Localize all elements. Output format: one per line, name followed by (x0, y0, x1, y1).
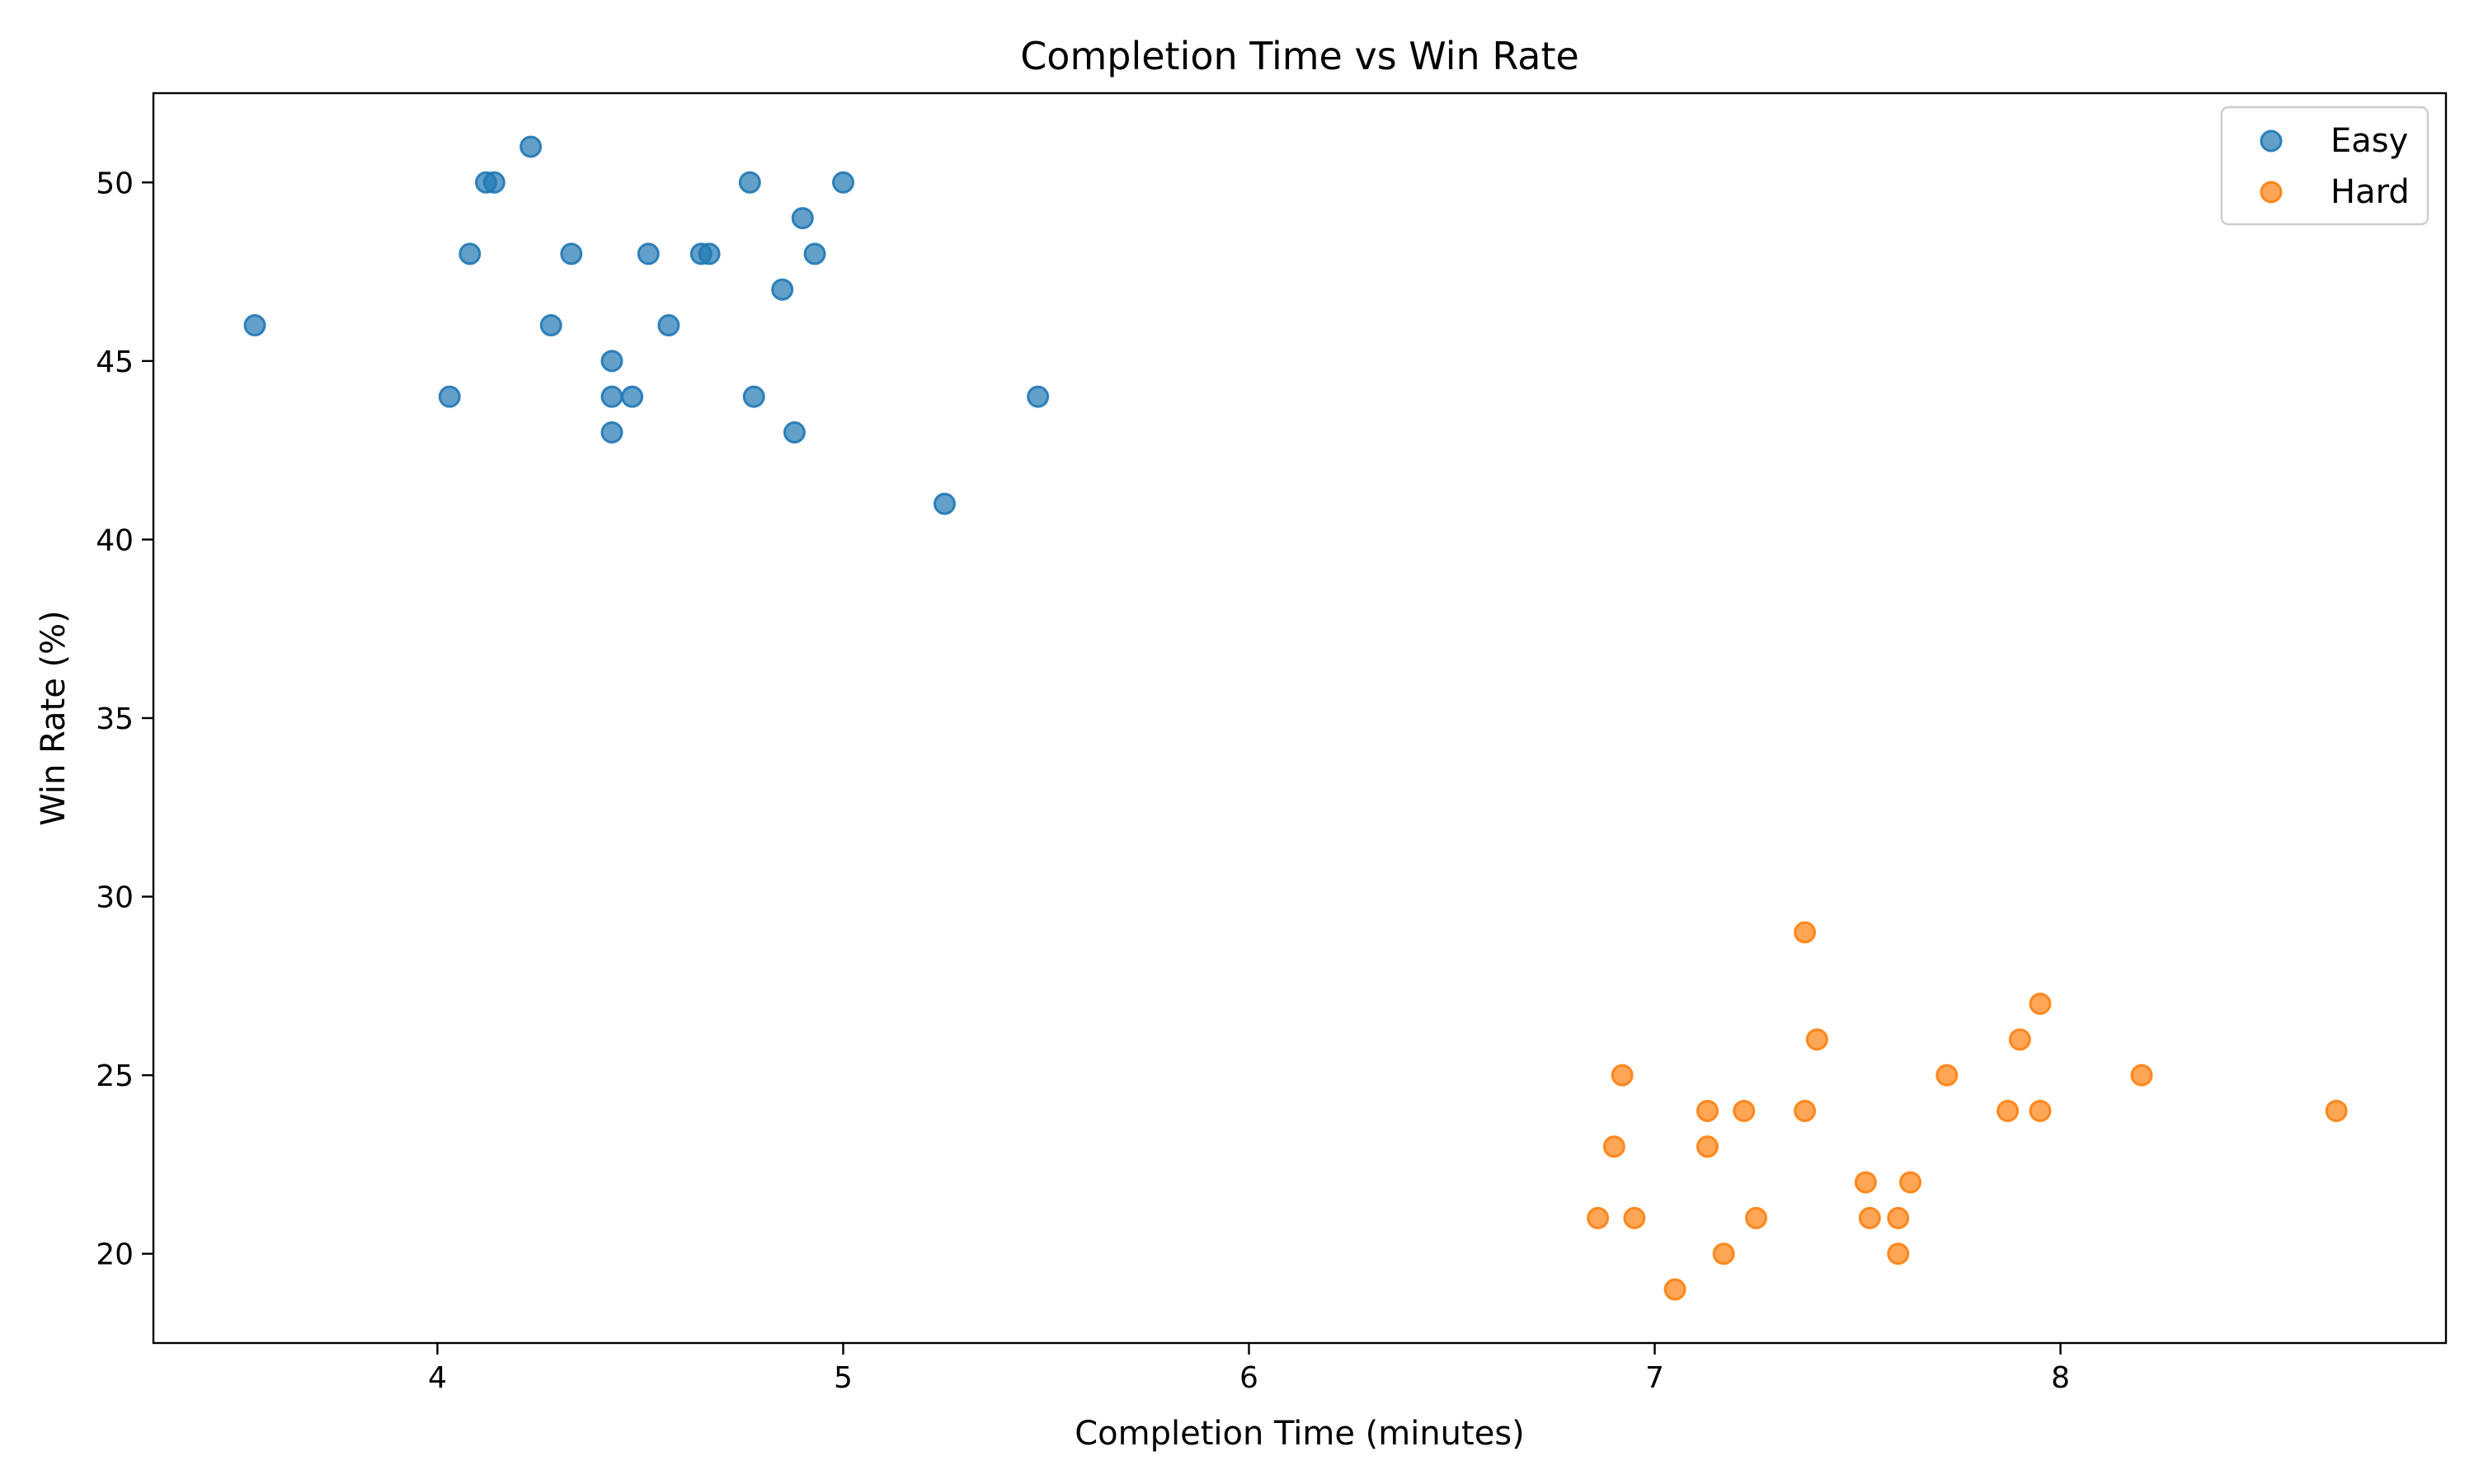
point-hard-10 (1794, 921, 1817, 944)
point-hard-19 (1997, 1099, 2020, 1122)
point-easy-8 (600, 350, 623, 373)
point-easy-10 (600, 420, 623, 444)
y-tick-label-25: 25 (96, 1059, 134, 1093)
point-easy-6 (539, 314, 562, 337)
point-hard-6 (1696, 1135, 1719, 1158)
series-easy (243, 135, 1050, 515)
point-easy-13 (657, 314, 680, 337)
point-hard-23 (2130, 1064, 2153, 1087)
point-easy-18 (771, 278, 794, 301)
y-axis-label: Win Rate (%) (35, 610, 73, 826)
y-axis-ticks: 20 25 30 35 40 45 50 (96, 167, 153, 1272)
point-hard-9 (1745, 1206, 1768, 1229)
point-easy-15 (698, 242, 721, 265)
point-hard-16 (1887, 1242, 1910, 1266)
y-tick-label-45: 45 (96, 345, 134, 379)
point-easy-7 (560, 242, 583, 265)
point-hard-17 (1899, 1171, 1922, 1194)
point-hard-14 (1858, 1206, 1881, 1229)
x-tick-label-8: 8 (2051, 1361, 2070, 1395)
x-tick-label-5: 5 (834, 1361, 853, 1395)
point-hard-2 (1611, 1064, 1634, 1087)
point-easy-22 (831, 171, 854, 194)
point-easy-17 (742, 385, 765, 408)
x-axis-ticks: 4 5 6 7 8 (428, 1343, 2070, 1395)
point-easy-19 (783, 420, 806, 444)
legend: Easy Hard (2220, 106, 2429, 226)
point-hard-22 (2029, 1099, 2052, 1122)
point-easy-16 (738, 171, 761, 194)
point-easy-12 (637, 242, 660, 265)
legend-label-hard: Hard (2331, 173, 2410, 211)
x-axis-label: Completion Time (minutes) (1075, 1415, 1525, 1453)
point-easy-0 (243, 314, 266, 337)
point-easy-20 (791, 207, 814, 230)
chart-title: Completion Time vs Win Rate (1020, 34, 1579, 78)
legend-marker-hard (2260, 181, 2283, 204)
point-hard-20 (2008, 1028, 2031, 1051)
x-tick-label-6: 6 (1239, 1361, 1258, 1395)
points-layer (243, 135, 2348, 1301)
point-hard-3 (1623, 1206, 1646, 1229)
y-tick-label-40: 40 (96, 524, 134, 557)
point-hard-15 (1887, 1206, 1910, 1229)
point-hard-11 (1794, 1099, 1817, 1122)
y-tick-label-35: 35 (96, 702, 134, 736)
point-easy-9 (600, 385, 623, 408)
point-hard-4 (1663, 1278, 1686, 1301)
point-hard-8 (1733, 1099, 1756, 1122)
point-easy-24 (1027, 385, 1050, 408)
point-easy-2 (459, 242, 482, 265)
point-hard-18 (1935, 1064, 1959, 1087)
point-hard-7 (1712, 1242, 1735, 1266)
point-hard-5 (1696, 1099, 1719, 1122)
y-tick-label-20: 20 (96, 1238, 134, 1272)
point-hard-12 (1805, 1028, 1828, 1051)
point-easy-1 (438, 385, 461, 408)
point-easy-23 (933, 492, 956, 515)
point-hard-1 (1602, 1135, 1625, 1158)
y-tick-label-50: 50 (96, 167, 134, 200)
legend-label-easy: Easy (2331, 122, 2408, 160)
point-hard-21 (2029, 993, 2052, 1016)
point-easy-11 (621, 385, 644, 408)
point-easy-5 (520, 135, 543, 158)
series-hard (1587, 921, 2348, 1301)
x-tick-label-7: 7 (1645, 1361, 1664, 1395)
point-easy-4 (482, 171, 506, 194)
point-hard-0 (1587, 1206, 1610, 1229)
point-hard-24 (2325, 1099, 2348, 1122)
x-tick-label-4: 4 (428, 1361, 447, 1395)
point-easy-21 (803, 242, 826, 265)
point-hard-13 (1854, 1171, 1877, 1194)
y-tick-label-30: 30 (96, 881, 134, 915)
legend-marker-easy (2260, 129, 2283, 153)
